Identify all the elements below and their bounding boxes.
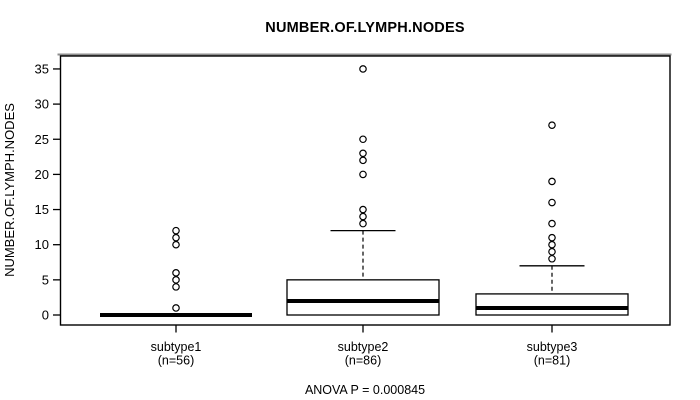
outlier-point [359, 212, 367, 221]
outlier-point [548, 198, 556, 207]
box [475, 293, 629, 316]
outlier-point [548, 219, 556, 228]
outlier-point [359, 219, 367, 228]
y-tick-label: 5 [42, 272, 49, 287]
outlier-point [172, 283, 180, 291]
anova-annotation: ANOVA P = 0.000845 [305, 383, 425, 397]
outlier-point [548, 121, 556, 129]
category-label: subtype1 [151, 340, 202, 354]
outlier-point [359, 149, 367, 158]
y-axis: 0 5 10 15 20 25 30 35 [35, 61, 61, 323]
outlier-point [359, 135, 367, 144]
y-tick-label: 25 [35, 132, 49, 147]
outlier-point [359, 205, 367, 214]
outlier-point [548, 233, 556, 242]
outlier-point [359, 65, 367, 73]
outlier-point [172, 269, 180, 277]
outlier-point [548, 240, 556, 249]
y-axis-title: NUMBER.OF.LYMPH.NODES [2, 103, 17, 277]
box-series [100, 65, 629, 317]
plot-frame [57, 53, 672, 326]
outlier-point [359, 156, 367, 165]
y-tick-label: 0 [42, 308, 49, 323]
outlier-point [172, 233, 180, 242]
category-sublabel: (n=56) [158, 354, 194, 368]
outlier-point [548, 177, 556, 186]
outlier-point [172, 240, 180, 249]
outlier-point [172, 226, 180, 235]
y-tick-label: 20 [35, 167, 49, 182]
y-tick-label: 35 [35, 61, 49, 76]
category-label: subtype3 [527, 340, 578, 354]
y-tick-label: 30 [35, 97, 49, 112]
outlier-point [548, 254, 556, 263]
plot-frame-border [59, 55, 671, 326]
category-label: subtype2 [338, 340, 389, 354]
chart-title: NUMBER.OF.LYMPH.NODES [265, 20, 465, 36]
outlier-point [359, 170, 367, 179]
y-tick-label: 10 [35, 237, 49, 252]
y-tick-label: 15 [35, 202, 49, 217]
outlier-point [548, 247, 556, 256]
outlier-point [172, 304, 180, 312]
outlier-point [172, 276, 180, 284]
box [286, 279, 440, 316]
x-axis: subtype1(n=56) subtype2(n=86) subtype3(n=8… [151, 325, 578, 368]
category-sublabel: (n=86) [345, 354, 381, 368]
category-sublabel: (n=81) [534, 354, 570, 368]
